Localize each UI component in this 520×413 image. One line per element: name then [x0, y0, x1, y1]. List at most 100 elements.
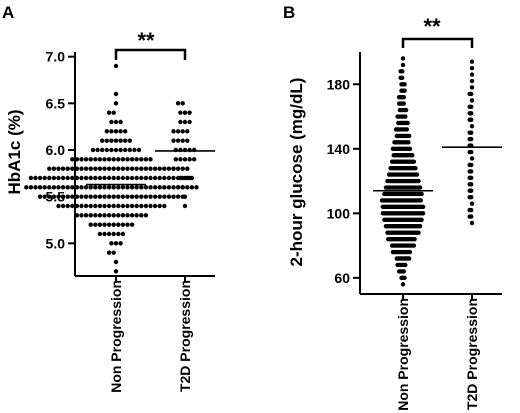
panel-a-group-1-point-148: [143, 175, 149, 181]
panel-b-group-1-point-89: [416, 230, 421, 235]
panel-a-group-1-point-245: [113, 91, 119, 97]
panel-a-group-1-point-240: [109, 119, 114, 125]
panel-a-group-1-point-209: [83, 157, 89, 162]
panel-a-group-1-point-79: [74, 194, 80, 199]
panel-a-y-tick-label-4: 6.5: [46, 95, 66, 111]
panel-b-group-2-point-37: [467, 91, 472, 97]
panel-b-group-2-point-27: [467, 130, 472, 135]
panel-a-group-1-point-244: [113, 101, 119, 106]
panel-a-group-1-point-13: [97, 231, 103, 237]
panel-a-group-1-point-186: [148, 166, 153, 171]
panel-a-y-axis-label: HbA1c (%): [5, 109, 24, 194]
panel-a-group-1-point-199: [106, 157, 112, 162]
panel-a-group-1-point-125: [42, 185, 47, 190]
panel-b-group-2-point-28: [469, 124, 475, 129]
panel-a-group-1-point-212: [143, 157, 149, 162]
panel-a-group-1-point-42: [116, 203, 121, 209]
panel-a-group-1-point-61: [60, 203, 66, 209]
panel-b-chart: B 2-hour glucose (mg/dL) ** Non Progress…: [283, 3, 502, 411]
panel-a-group-2-point-31: [178, 119, 183, 125]
panel-a-group-1-point-22: [129, 222, 135, 227]
panel-b-group-1-point-34: [407, 249, 413, 255]
panel-a-group-1-point-44: [120, 203, 126, 209]
panel-a-group-1-point-3: [111, 250, 116, 255]
panel-a-letter: A: [2, 3, 14, 22]
panel-b-group-2-point-12: [467, 182, 472, 187]
panel-a-group-2-point-32: [187, 119, 192, 125]
panel-a-category-label-t2d-progression: T2D Progression: [177, 280, 193, 392]
panel-a-group-1-point-144: [134, 175, 139, 181]
panel-b-group-1-point-1: [400, 282, 406, 287]
panel-b-group-1-point-389: [393, 127, 399, 132]
panel-a-group-2-point-28: [185, 129, 190, 134]
panel-a-group-1-point-109: [79, 185, 84, 190]
panel-a-group-1-point-169: [28, 175, 34, 181]
panel-a-group-1-point-156: [162, 175, 167, 181]
panel-a-group-1-point-25: [106, 213, 112, 218]
panel-b-group-1-point-3: [399, 275, 404, 281]
panel-a-group-1-point-149: [74, 175, 80, 181]
panel-a-category-labels: Non Progression T2D Progression: [108, 280, 193, 393]
panel-a-group-1-point-210: [139, 157, 144, 162]
panel-a-group-1-point-203: [97, 157, 103, 162]
panel-b-group-1-point-321: [388, 165, 393, 171]
panel-a-group-1-point-16: [116, 222, 121, 227]
panel-a-group-2-point-29: [171, 129, 176, 134]
panel-a-group-1-point-200: [116, 157, 121, 162]
panel-a-group-1-point-205: [93, 157, 98, 162]
panel-a-group-1-point-21: [93, 222, 98, 227]
panel-a-group-1-point-82: [152, 194, 158, 199]
panel-a-group-1-point-184: [143, 166, 149, 171]
panel-b-group-1-point-322: [413, 165, 418, 171]
panel-a-group-1-point-81: [70, 194, 75, 199]
panel-b-group-2-point-42: [469, 59, 475, 64]
panel-b-group-1-point-337: [411, 159, 417, 164]
panel-a-group-1-point-181: [83, 166, 89, 171]
panel-a-group-1-point-12: [120, 231, 126, 237]
panel-a-y-tick-label-3: 6.0: [46, 142, 66, 158]
panel-b-group-2-point-21: [467, 149, 472, 155]
panel-a-group-1-point-192: [162, 166, 167, 171]
panel-a-group-1-point-91: [47, 194, 52, 199]
panel-a-group-1-point-29: [97, 213, 103, 218]
panel-a-group-1-point-216: [113, 147, 119, 153]
panel-a-group-1-point-119: [56, 185, 61, 190]
panel-a-group-1-point-137: [102, 175, 107, 181]
panel-a-group-1-point-80: [148, 194, 153, 199]
panel-b-group-1-point-163: [380, 211, 386, 216]
panel-a-group-1-point-84: [157, 194, 162, 199]
panel-b-group-1-point-418: [402, 88, 407, 93]
panel-a-group-1-point-98: [116, 185, 121, 190]
panel-a-group-1-point-131: [28, 185, 34, 190]
panel-b-group-1-point-264: [383, 185, 389, 190]
panel-b-group-1-point-415: [396, 94, 402, 100]
panel-a-group-1-point-118: [162, 185, 167, 190]
panel-b-group-1-point-371: [406, 140, 411, 145]
panel-b-group-1-point-241: [382, 191, 387, 197]
panel-a-group-1-point-35: [83, 213, 89, 218]
panel-b-y-tick-label-4: 180: [327, 76, 351, 92]
panel-a-group-1-point-120: [166, 185, 172, 190]
panel-a-group-1-point-57: [70, 203, 75, 209]
panel-a-group-2-point-6: [178, 175, 183, 181]
panel-a-group-1-point-70: [125, 194, 130, 199]
panel-a-group-1-point-60: [157, 203, 162, 209]
panel-a-group-2-point-30: [182, 119, 188, 125]
panel-a-group-1-point-47: [93, 203, 98, 209]
panel-a-group-1-point-171: [106, 166, 112, 171]
panel-a-group-1-point-26: [116, 213, 121, 218]
panel-a-group-2-point-24: [185, 138, 190, 143]
panel-a-group-1-point-41: [106, 203, 112, 209]
panel-b-group-1-point-216: [418, 198, 424, 203]
panel-a-group-2-point-27: [175, 129, 181, 134]
panel-a-group-1-point-8: [111, 231, 116, 237]
panel-b-group-1-point-23: [407, 256, 412, 261]
panel-a-group-1-point-112: [148, 185, 153, 190]
panel-a-group-1-point-95: [37, 194, 43, 199]
panel-a-group-1-point-30: [125, 213, 130, 218]
panel-a-group-1-point-36: [139, 213, 144, 218]
panel-a-group-1-point-5: [113, 241, 119, 246]
panel-b-group-1-point-420: [399, 82, 404, 87]
panel-a-group-1-point-165: [37, 175, 43, 181]
